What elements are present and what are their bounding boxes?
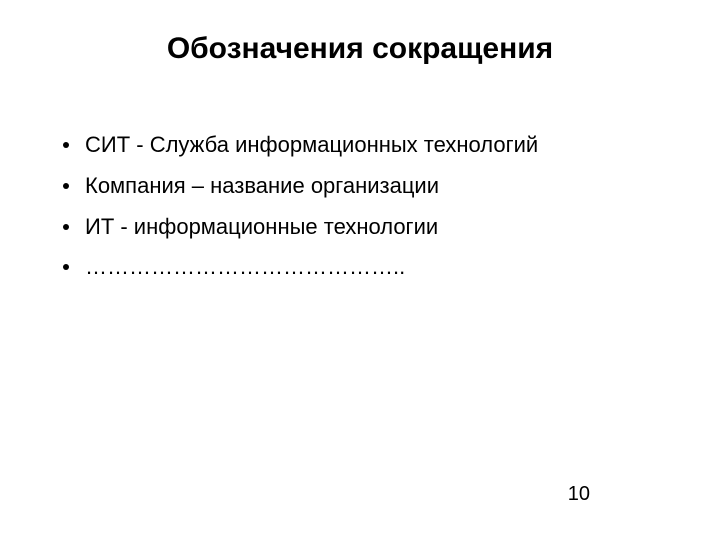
slide-container: Обозначения сокращения СИТ - Служба инфо… (0, 0, 720, 540)
list-item: ИТ - информационные технологии (63, 212, 665, 243)
page-number: 10 (568, 483, 590, 506)
list-item: Компания – название организации (63, 171, 665, 202)
bullet-text: …………………………………….. (85, 252, 665, 283)
bullet-text: ИТ - информационные технологии (85, 212, 665, 243)
bullet-marker-icon (63, 224, 69, 230)
bullet-marker-icon (63, 142, 69, 148)
bullet-marker-icon (63, 183, 69, 189)
list-item: …………………………………….. (63, 252, 665, 283)
bullet-text: СИТ - Служба информационных технологий (85, 130, 665, 161)
bullet-text: Компания – название организации (85, 171, 665, 202)
bullet-list: СИТ - Служба информационных технологий К… (55, 130, 665, 283)
bullet-marker-icon (63, 264, 69, 270)
slide-title: Обозначения сокращения (55, 32, 665, 66)
list-item: СИТ - Служба информационных технологий (63, 130, 665, 161)
